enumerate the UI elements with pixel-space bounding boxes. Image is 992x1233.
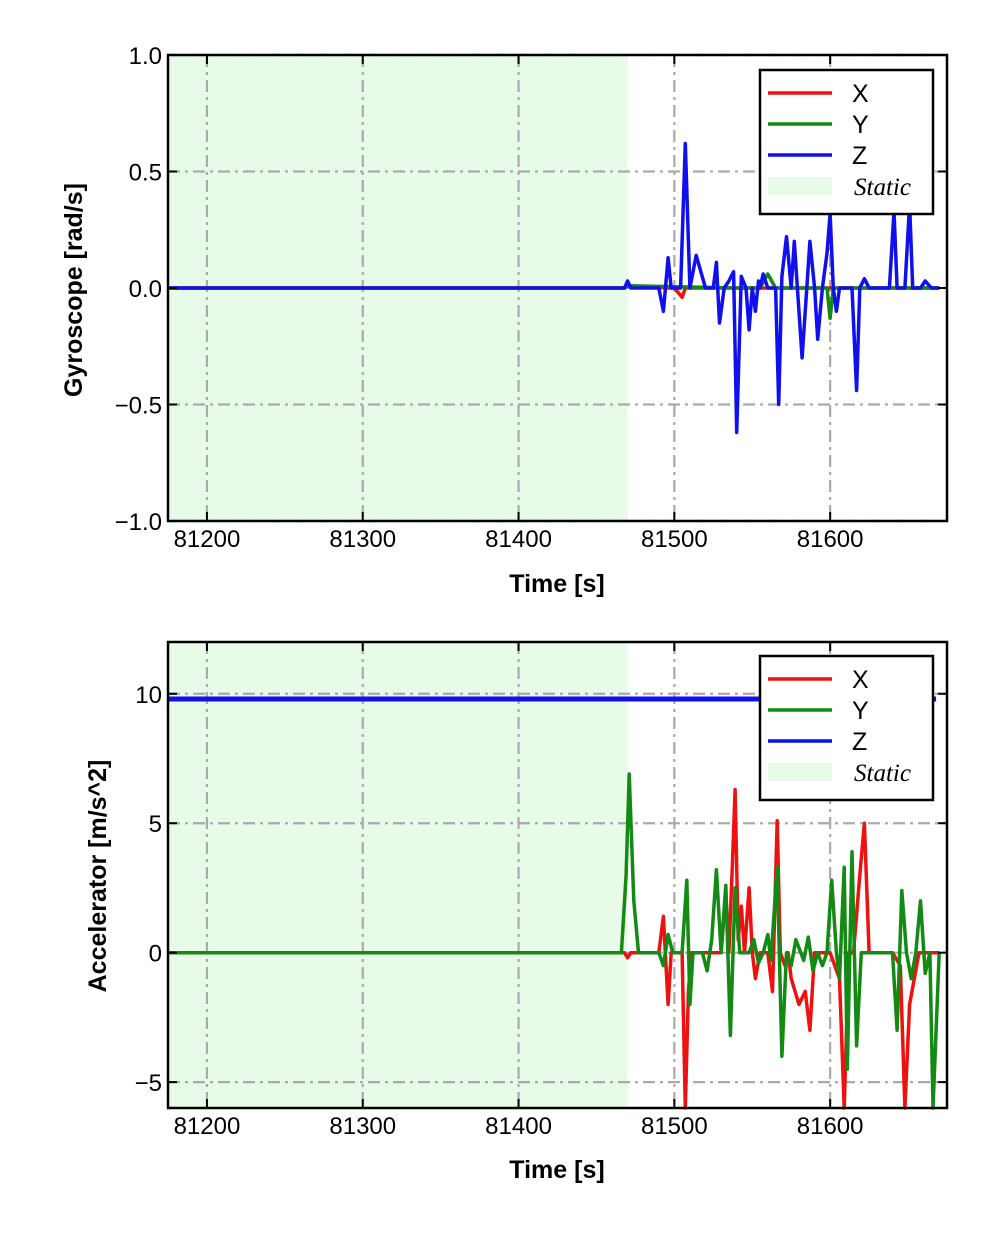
x-tick-label: 81300 [329, 526, 396, 553]
x-tick-label: 81500 [641, 526, 708, 553]
legend-static-swatch [768, 177, 832, 195]
legend-label-z: Z [852, 142, 867, 170]
accelerator-panel: 81200 81300 81400 81500 81600 10 5 0 −5 X Y Z St… [84, 640, 949, 1184]
x-tick-label: 81200 [174, 1113, 241, 1140]
y-axis-label: Accelerator [m/s^2] [84, 760, 112, 993]
ticks: 81200 81300 81400 81500 81600 10 5 0 −5 [135, 642, 947, 1140]
y-tick-label: 10 [135, 682, 162, 709]
y-tick-label: 0.5 [129, 160, 162, 187]
x-tick-label: 81600 [797, 526, 864, 553]
legend-label-y: Y [852, 697, 869, 725]
legend-label-x: X [852, 666, 869, 694]
x-tick-label: 81500 [641, 1113, 708, 1140]
legend-label-static: Static [854, 760, 911, 787]
y-tick-label: 0.0 [129, 276, 162, 303]
gyroscope-panel: 81200 81300 81400 81500 81600 1.0 0.5 0.0 −0.5 −1… [60, 43, 949, 598]
x-tick-label: 81400 [485, 526, 552, 553]
y-tick-label: 1.0 [129, 43, 162, 70]
legend-label-z: Z [852, 728, 867, 756]
series-group [168, 141, 940, 435]
series-line-y [168, 772, 941, 1110]
legend-label-static: Static [854, 174, 911, 201]
legend: X Y Z Static [758, 654, 935, 802]
x-tick-label: 81300 [329, 1113, 396, 1140]
series-line-z [168, 141, 940, 435]
x-axis-label: Time [s] [509, 570, 604, 598]
y-tick-label: −5 [135, 1070, 162, 1097]
y-tick-label: −1.0 [115, 509, 162, 536]
ticks: 81200 81300 81400 81500 81600 1.0 0.5 0.0 −0.5 −1… [115, 43, 947, 553]
legend: X Y Z Static [758, 68, 935, 216]
legend-label-y: Y [852, 111, 869, 139]
y-tick-label: 5 [149, 811, 162, 838]
x-axis-label: Time [s] [509, 1156, 604, 1184]
y-axis-label: Gyroscope [rad/s] [60, 183, 88, 397]
legend-label-x: X [852, 80, 869, 108]
legend-static-swatch [768, 763, 832, 781]
y-tick-label: 0 [149, 941, 162, 968]
x-tick-label: 81600 [797, 1113, 864, 1140]
x-tick-label: 81400 [485, 1113, 552, 1140]
y-tick-label: −0.5 [115, 393, 162, 420]
x-tick-label: 81200 [174, 526, 241, 553]
static-region [168, 642, 628, 1108]
plot-frame [166, 640, 949, 1110]
series-line-x [168, 787, 940, 1110]
